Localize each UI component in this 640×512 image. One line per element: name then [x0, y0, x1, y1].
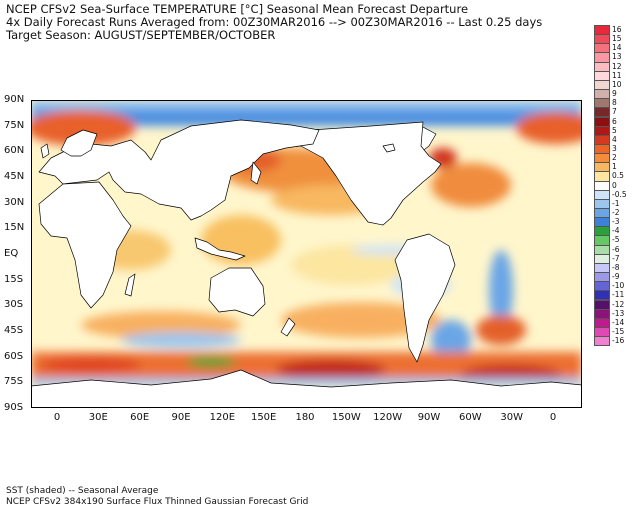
colorbar-label: -2 [612, 208, 620, 217]
uk [40, 143, 50, 159]
colorbar-label: 6 [612, 116, 617, 126]
lon-label: 30E [88, 412, 108, 423]
colorbar-label: -12 [612, 299, 625, 309]
lat-label: 15N [4, 222, 25, 234]
lon-label: 180 [295, 412, 315, 423]
colorbar-label: 5 [612, 125, 617, 135]
colorbar-label: 11 [612, 70, 622, 80]
colorbar-label: 8 [612, 98, 617, 108]
lat-label: EQ [4, 248, 19, 259]
colorbar-label: -3 [612, 217, 620, 227]
colorbar-label: -15 [612, 326, 625, 336]
iceland [382, 143, 396, 153]
lon-label: 120W [373, 412, 403, 423]
colorbar-label: -14 [612, 317, 625, 327]
antarctica [31, 369, 582, 408]
colorbar-label: -8 [612, 262, 620, 272]
colorbar-label: 4 [612, 134, 617, 144]
lon-label: 90W [417, 412, 441, 423]
lon-label: 0 [53, 412, 61, 423]
colorbar-label: -4 [612, 226, 620, 236]
australia [208, 267, 266, 317]
colorbar-label: -7 [612, 253, 620, 263]
sst-anomaly-map [31, 100, 582, 408]
colorbar-label: -11 [612, 290, 625, 300]
scandinavia [60, 129, 98, 157]
lat-label: 75N [4, 119, 25, 131]
colorbar-label: 0.5 [612, 171, 624, 181]
colorbar-label: -5 [612, 235, 620, 245]
colorbar-label: 1 [612, 162, 617, 172]
lon-label: 150E [250, 412, 277, 423]
madagascar [124, 273, 136, 297]
lat-label: 30S [4, 299, 24, 311]
colorbar-label: -13 [612, 308, 625, 318]
lon-label: 120E [209, 412, 236, 423]
lat-label: 60S [4, 350, 24, 362]
map-title: NCEP CFSv2 Sea-Surface TEMPERATURE [°C] … [6, 2, 469, 16]
colorbar-label: -9 [612, 272, 620, 282]
lat-label: 30N [4, 196, 25, 208]
colorbar-label: 10 [612, 79, 622, 89]
continents [31, 119, 582, 408]
colorbar-label: -6 [612, 244, 620, 254]
japan [250, 161, 262, 185]
colorbar-label: 14 [612, 43, 622, 53]
lon-label: 60W [459, 412, 482, 423]
colorbar-label: 9 [612, 89, 617, 99]
grid-note: NCEP CFSv2 384x190 Surface Flux Thinned … [6, 497, 309, 507]
lat-label: 45N [4, 171, 25, 182]
lat-label: 75S [4, 376, 24, 388]
south-america [394, 233, 456, 363]
colorbar-label: 13 [612, 52, 622, 62]
southern-ocean-cool-patch [186, 357, 236, 367]
lat-label: 90N [4, 94, 25, 105]
lat-label: 45S [4, 325, 24, 336]
lon-label: 60E [130, 412, 150, 423]
colorbar-label: 15 [612, 34, 622, 44]
colorbar-label: -0.5 [612, 189, 627, 199]
lon-label: 90E [171, 412, 191, 423]
lat-label: 60N [4, 145, 25, 157]
lon-label: 150W [331, 412, 361, 423]
colorbar-label: 7 [612, 107, 617, 117]
colorbar-label: -16 [612, 336, 625, 346]
lat-label: 15S [4, 273, 24, 285]
colorbar-label: 12 [612, 61, 622, 71]
new-zealand [280, 317, 296, 337]
north-atlantic-warm [31, 110, 136, 146]
colorbar-label: 3 [612, 143, 617, 153]
lon-label: 30W [500, 412, 523, 423]
forecast-runs-info: 4x Daily Forecast Runs Averaged from: 00… [6, 15, 543, 29]
indonesia [194, 237, 246, 261]
colorbar-label: -10 [612, 281, 625, 291]
colorbar-swatch [594, 336, 610, 347]
africa [38, 181, 132, 309]
target-season: Target Season: AUGUST/SEPTEMBER/OCTOBER [6, 28, 276, 42]
shading-note: SST (shaded) -- Seasonal Average [6, 486, 159, 496]
colorbar-label: 2 [612, 153, 617, 163]
lat-label: 90S [4, 402, 24, 413]
colorbar-label: 0 [612, 180, 617, 190]
lon-label: 0 [549, 412, 557, 423]
colorbar-label: 16 [612, 25, 622, 34]
colorbar-label: -1 [612, 198, 620, 208]
